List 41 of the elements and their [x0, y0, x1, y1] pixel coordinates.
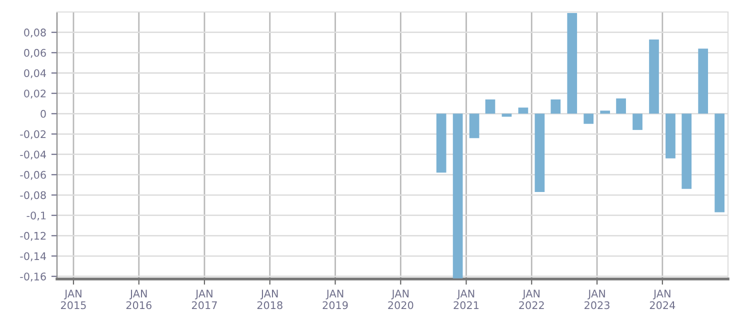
x-tick-label: JAN 2023 — [584, 290, 610, 310]
bar — [584, 114, 594, 124]
y-tick-label: 0,08 — [24, 28, 46, 38]
bar — [502, 114, 512, 117]
y-tick-label: -0,16 — [20, 272, 46, 282]
bar — [518, 108, 528, 114]
y-tick-label: -0,14 — [20, 252, 46, 262]
x-tick-label: JAN 2022 — [519, 290, 544, 310]
x-tick-label: JAN 2016 — [126, 290, 152, 310]
bar — [567, 13, 578, 114]
y-tick-label: 0,06 — [24, 48, 46, 58]
y-tick-label: -0,08 — [20, 191, 46, 200]
bar — [469, 114, 480, 138]
bar — [649, 39, 659, 114]
x-tick-label: JAN 2019 — [322, 290, 348, 310]
bar — [714, 114, 725, 212]
bar — [485, 99, 496, 114]
bar — [682, 114, 692, 189]
x-tick-label: JAN 2024 — [650, 290, 676, 310]
bar — [436, 114, 446, 173]
x-tick-label: JAN 2021 — [454, 290, 479, 310]
bar — [534, 114, 545, 192]
y-tick-label: 0,02 — [24, 90, 46, 99]
x-tick-label: JAN 2018 — [257, 290, 282, 310]
x-tick-label: JAN 2017 — [192, 290, 217, 310]
bar — [666, 114, 676, 158]
bar — [452, 114, 463, 278]
y-tick-label: -0,06 — [20, 170, 46, 180]
y-tick-label: -0,1 — [26, 212, 46, 221]
y-tick-label: 0,04 — [24, 69, 46, 78]
y-tick-label: -0,12 — [20, 232, 46, 241]
x-tick-label: JAN 2020 — [388, 290, 414, 310]
y-tick-label: -0,02 — [20, 130, 46, 140]
bar — [550, 99, 561, 114]
y-tick-label: -0,04 — [20, 150, 46, 160]
bar — [698, 48, 708, 114]
bar — [632, 114, 642, 130]
x-tick-label: JAN 2015 — [60, 290, 86, 310]
bar — [616, 98, 626, 114]
bar — [600, 110, 610, 114]
y-tick-label: 0 — [40, 110, 46, 118]
